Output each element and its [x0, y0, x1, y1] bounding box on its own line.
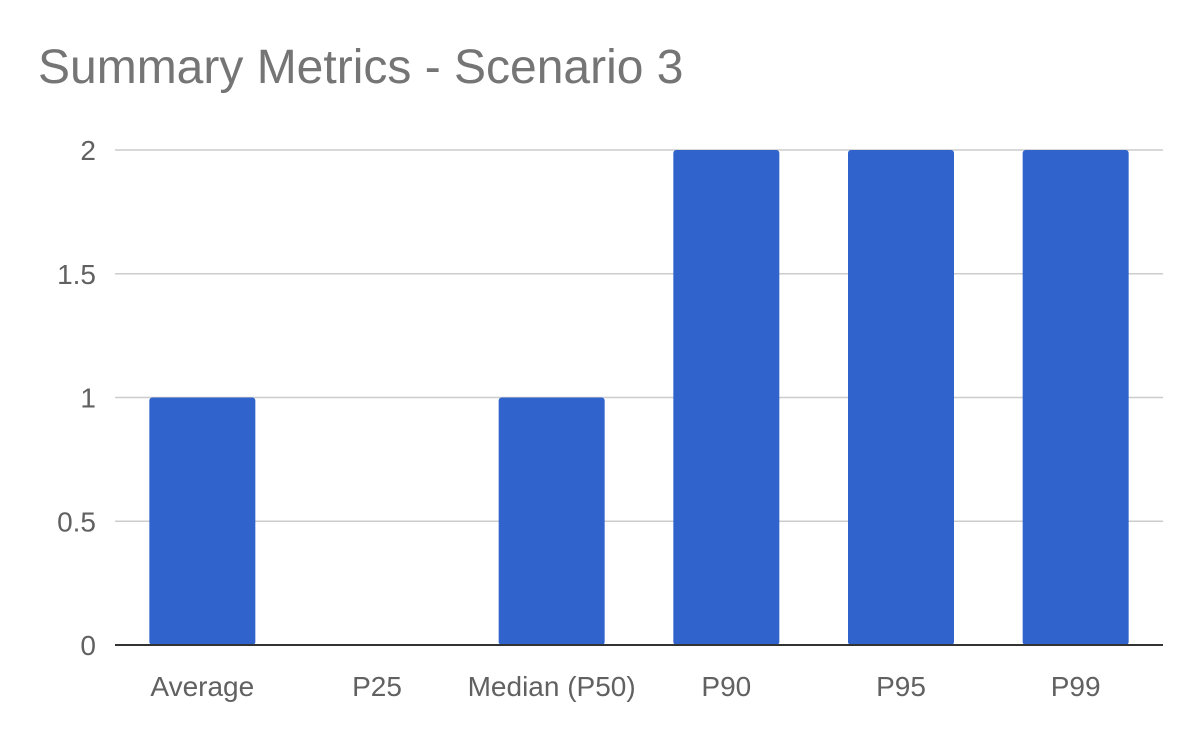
y-tick-label: 1.5	[57, 259, 96, 290]
x-tick-label: Average	[150, 671, 254, 702]
x-tick-label: P99	[1051, 671, 1101, 702]
x-tick-label: P90	[701, 671, 751, 702]
bars	[149, 150, 1129, 645]
bar	[498, 397, 605, 645]
bar	[673, 150, 780, 645]
chart-title: Summary Metrics - Scenario 3	[38, 41, 684, 94]
y-tick-label: 0.5	[57, 506, 96, 537]
x-tick-label: Median (P50)	[468, 671, 636, 702]
x-tick-label: P95	[876, 671, 926, 702]
bar	[149, 397, 256, 645]
bar	[848, 150, 954, 645]
x-axis-tick-labels: Average P25 Median (P50) P90 P95 P99	[150, 671, 1100, 702]
gridlines	[115, 149, 1163, 522]
y-axis-tick-labels: 0 0.5 1 1.5 2	[57, 135, 96, 661]
y-tick-label: 0	[80, 630, 96, 661]
x-tick-label: P25	[352, 671, 402, 702]
bar	[1022, 150, 1129, 645]
y-tick-label: 2	[80, 135, 96, 166]
y-tick-label: 1	[80, 383, 96, 414]
